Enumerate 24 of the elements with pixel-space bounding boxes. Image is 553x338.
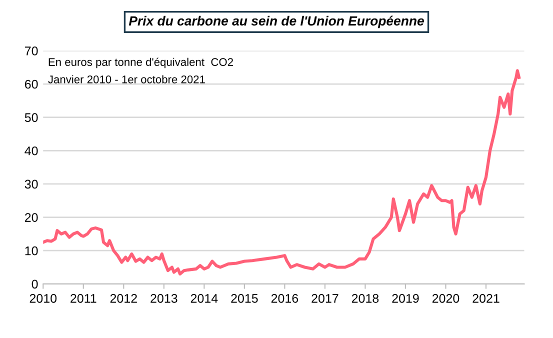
annotation: En euros par tonne d'équivalent CO2: [48, 58, 233, 68]
y-tick-label: 30: [24, 180, 38, 189]
y-tick-label: 60: [25, 80, 38, 89]
x-tick-label: 2012: [110, 294, 137, 303]
x-tick-label: 2017: [312, 294, 338, 303]
y-tick-label: 50: [24, 113, 38, 122]
line-series: [43, 69, 521, 276]
y-tick-label: 0: [32, 280, 38, 289]
x-tick-label: 2015: [231, 294, 258, 303]
y-tick-label: 70: [25, 46, 38, 56]
x-tick-label: 2016: [271, 294, 298, 303]
chart-title: Prix du carbone au sein de l'Union Européenne: [128, 16, 424, 28]
x-tick-label: 2020: [432, 294, 460, 303]
x-tick-label: 2011: [70, 294, 96, 303]
x-tick-label: 2019: [392, 294, 419, 303]
x-tick-label: 2013: [150, 294, 178, 303]
y-tick-label: 20: [25, 213, 38, 222]
y-tick-label: 10: [25, 246, 38, 256]
annotation: Janvier 2010 - 1er octobre 2021: [48, 75, 205, 84]
x-tick-label: 2010: [30, 294, 57, 303]
x-tick-label: 2014: [190, 294, 218, 303]
x-tick-label: 2018: [352, 294, 379, 303]
x-tick-label: 2021: [472, 294, 500, 303]
y-tick-label: 40: [24, 146, 38, 156]
